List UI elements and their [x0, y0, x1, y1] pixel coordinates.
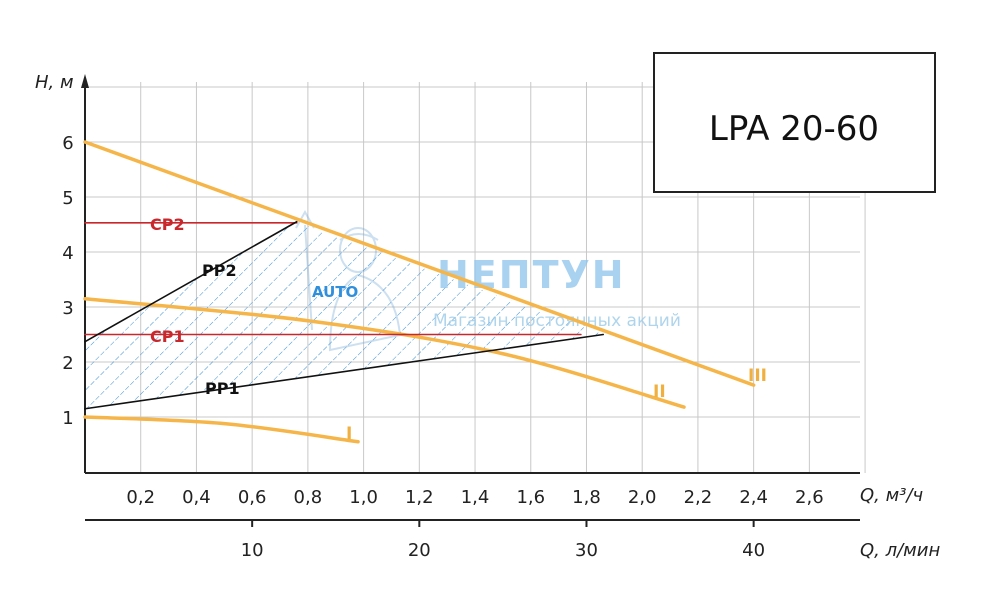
x-tick-label: 1,6	[516, 487, 545, 508]
series-line-iii	[83, 140, 756, 387]
x-tick-label: 2,0	[628, 487, 657, 508]
series-lines	[83, 140, 756, 444]
label-curve-1: I	[346, 424, 352, 444]
label-pp2: PP2	[202, 261, 237, 280]
label-curve-3: III	[748, 366, 767, 386]
x-tick-label: 1,0	[349, 487, 378, 508]
y-tick-label: 2	[62, 353, 73, 374]
y-tick-labels: 1 2 3 4 5 6	[62, 133, 73, 429]
x-tick-label: 1,4	[461, 487, 490, 508]
y-tick-label: 6	[62, 133, 73, 154]
series-line-i	[83, 415, 360, 444]
x-tick-label: 2,4	[739, 487, 768, 508]
y-axis-arrow	[81, 74, 89, 88]
title-box	[653, 52, 936, 193]
y-tick-label: 5	[62, 188, 73, 209]
watermark: AUTO НЕПТУН Магазин постоянных акций	[295, 209, 681, 352]
watermark-tagline: Магазин постоянных акций	[433, 311, 681, 331]
y-tick-label: 1	[62, 408, 73, 429]
watermark-brand: НЕПТУН	[437, 253, 626, 297]
x-tick-label: 0,6	[238, 487, 267, 508]
x2-tick-label: 40	[742, 540, 765, 561]
y-axis-label: H, м	[35, 72, 74, 93]
x2-axis-label: Q, л/мин	[860, 540, 940, 561]
label-cp2: CP2	[150, 215, 185, 234]
y-tick-label: 3	[62, 298, 73, 319]
x-tick-label: 0,2	[126, 487, 155, 508]
chart-title: LPA 20-60	[709, 109, 879, 149]
x-tick-label: 2,2	[684, 487, 713, 508]
x-axis-label: Q, м³/ч	[860, 485, 923, 506]
x2-tick-label: 10	[241, 540, 264, 561]
label-pp1: PP1	[205, 379, 240, 398]
label-cp1: CP1	[150, 327, 185, 346]
watermark-figure	[295, 209, 402, 352]
x-tick-labels: 0,2 0,4 0,6 0,8 1,0 1,2 1,4 1,6 1,8 2,0 2,2 2,4 2,6	[126, 487, 823, 508]
label-curve-2: II	[653, 382, 666, 402]
x2-tick-labels: 10 20 30 40	[241, 520, 765, 561]
watermark-logo-text: AUTO	[312, 283, 358, 301]
x2-tick-label: 30	[575, 540, 598, 561]
x-tick-label: 1,8	[572, 487, 601, 508]
x-tick-label: 0,8	[294, 487, 323, 508]
series-line-pp1	[84, 333, 604, 410]
x-tick-label: 1,2	[405, 487, 434, 508]
x-tick-label: 0,4	[182, 487, 211, 508]
x-tick-label: 2,6	[795, 487, 824, 508]
y-tick-label: 4	[62, 243, 73, 264]
x2-tick-label: 20	[408, 540, 431, 561]
series-line-pp2	[84, 220, 298, 343]
